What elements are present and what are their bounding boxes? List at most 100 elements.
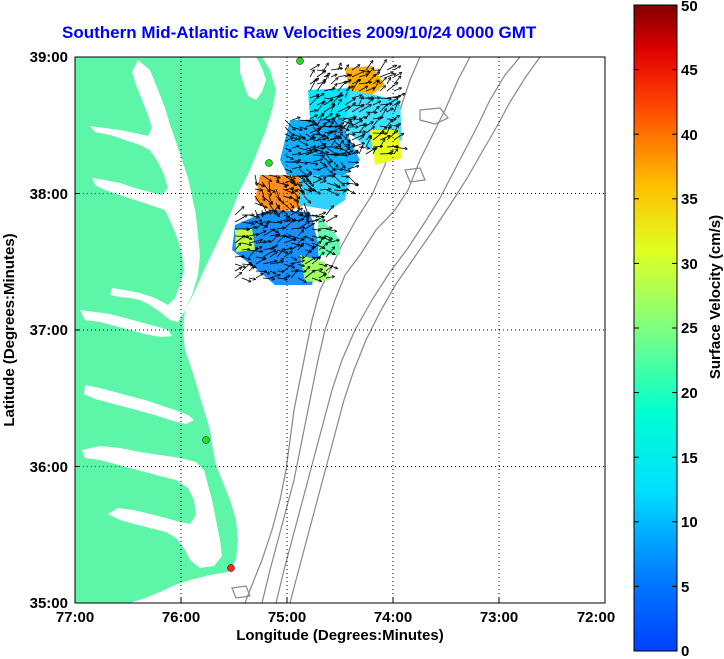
velocity-arrow (291, 167, 301, 170)
velocity-arrow (275, 174, 278, 182)
velocity-arrow (330, 104, 334, 113)
velocity-arrow (358, 125, 365, 134)
velocity-arrow (319, 154, 330, 163)
velocity-arrow (261, 188, 264, 201)
velocity-arrow (393, 76, 401, 85)
velocity-arrow (326, 119, 333, 123)
colorbar-tick-label: 35 (681, 191, 698, 208)
velocity-arrow (386, 65, 396, 71)
velocity-arrow (326, 174, 335, 177)
velocity-arrow (269, 245, 277, 251)
x-tick-label: 75:00 (268, 609, 306, 626)
velocity-arrow (276, 278, 287, 279)
velocity-arrow (291, 146, 299, 149)
velocity-arrow (241, 235, 252, 239)
velocity-arrow (298, 175, 311, 176)
velocity-arrow (347, 166, 358, 170)
velocity-arrow (372, 132, 384, 141)
velocity-arrow (282, 188, 293, 193)
velocity-arrow (319, 181, 326, 184)
velocity-arrow (298, 126, 307, 129)
colorbar-tick-label: 25 (681, 320, 698, 337)
velocity-arrow (347, 162, 358, 163)
velocity-arrow (276, 271, 284, 272)
velocity-arrow (312, 169, 320, 170)
velocity-arrow (297, 257, 304, 258)
colorbar-tick-label: 30 (681, 256, 698, 273)
delaware-bay (240, 57, 266, 100)
x-tick-label: 76:00 (162, 609, 200, 626)
velocity-arrow (340, 147, 350, 154)
velocity-arrow (284, 133, 297, 139)
velocity-arrow (316, 102, 324, 113)
velocity-arrow (379, 72, 393, 78)
velocity-arrow (275, 195, 284, 203)
velocity-arrow (386, 131, 397, 141)
station-marker (296, 57, 304, 65)
velocity-arrow (298, 153, 309, 156)
velocity-arrow (262, 261, 277, 265)
velocity-arrow (283, 263, 293, 272)
velocity-arrow (386, 146, 398, 147)
velocity-arrow (326, 168, 332, 172)
velocity-arrow (340, 183, 349, 184)
velocity-arrow (393, 149, 397, 155)
colorbar-tick-label: 15 (681, 450, 698, 467)
velocity-arrow (283, 248, 292, 251)
velocity-arrow (303, 174, 311, 184)
velocity-arrow (241, 242, 251, 245)
velocity-arrow (344, 117, 356, 120)
velocity-arrow (269, 228, 278, 232)
velocity-arrow (291, 118, 300, 121)
velocity-arrow (347, 189, 354, 193)
velocity-arrow (365, 88, 375, 92)
velocity-arrow (269, 234, 279, 244)
velocity-arrow (276, 228, 284, 229)
velocity-arrow (304, 267, 310, 272)
velocity-arrow (333, 182, 340, 188)
velocity-arrow (262, 270, 269, 274)
velocity-arrow (326, 182, 339, 187)
velocity-arrow (330, 68, 342, 71)
velocity-arrow (386, 125, 391, 134)
velocity-arrow (305, 147, 316, 150)
velocity-arrow (303, 181, 314, 191)
velocity-arrow (254, 202, 267, 208)
y-tick-label: 37:00 (30, 322, 68, 339)
velocity-arrow (340, 176, 348, 177)
velocity-arrow (326, 147, 337, 154)
velocity-arrow (283, 252, 292, 258)
velocity-arrow (386, 108, 393, 113)
velocity-arrow (333, 175, 344, 186)
x-tick-label: 72:00 (577, 609, 615, 626)
velocity-arrow (276, 235, 285, 244)
velocity-arrow (248, 214, 258, 217)
velocity-arrow (283, 239, 296, 244)
velocity-arrow (344, 87, 350, 99)
velocity-arrow (311, 277, 321, 281)
velocity-arrow (282, 202, 293, 212)
velocity-arrow (347, 152, 358, 156)
velocity-arrow (262, 212, 271, 216)
velocity-arrow (316, 94, 324, 99)
velocity-arrow (290, 235, 304, 240)
velocity-arrow (351, 71, 364, 78)
velocity-arrow (284, 138, 293, 142)
velocity-arrow (297, 277, 306, 282)
velocity-arrow (248, 234, 258, 237)
velocity-arrow (298, 120, 311, 121)
velocity-arrow (304, 235, 313, 240)
velocity-arrow (269, 275, 280, 279)
velocity-arrow (379, 139, 385, 148)
velocity-arrow (318, 253, 324, 258)
colorbar-tick-label: 20 (681, 385, 698, 402)
velocity-arrow (297, 243, 304, 251)
velocity-arrow (289, 202, 294, 208)
velocity-arrow (282, 174, 295, 179)
colorbar (633, 4, 678, 652)
velocity-arrow (304, 258, 315, 265)
map-title: Southern Mid-Atlantic Raw Velocities 200… (62, 23, 537, 42)
velocity-arrow (337, 75, 349, 78)
velocity-arrow (379, 109, 386, 120)
